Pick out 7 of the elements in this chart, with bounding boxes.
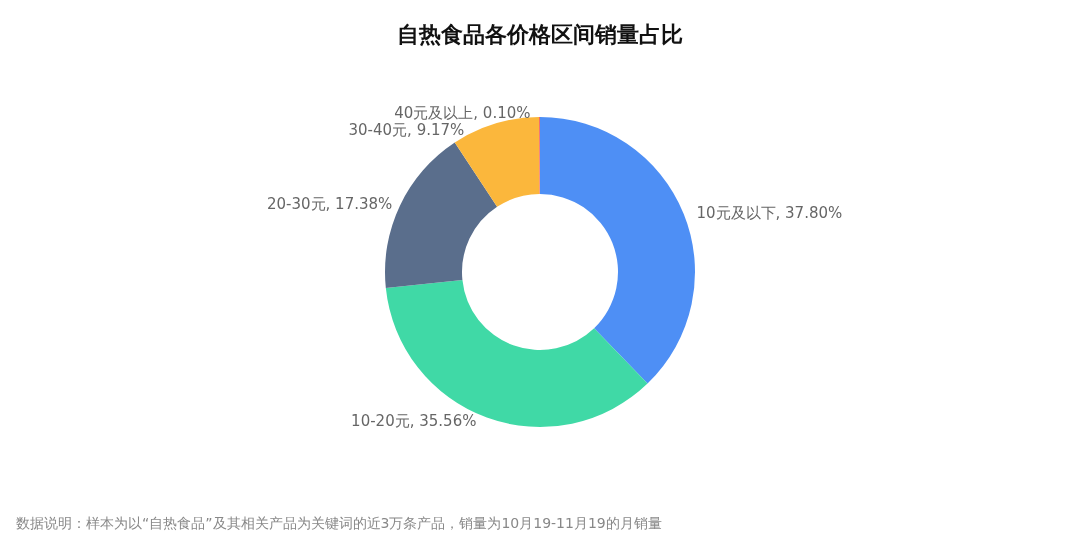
slice-label: 20-30元, 17.38%: [266, 194, 393, 213]
slice-label: 10元及以下, 37.80%: [696, 203, 843, 222]
chart-title: 自热食品各价格区间销量占比: [397, 21, 683, 47]
slice-label: 30-40元, 9.17%: [348, 121, 465, 139]
text: 数据说明：样本为以“自热食品”及其相关产品为关键词的近3万条产品，销量为10月19-11月19的月销量: [16, 515, 662, 531]
slice-label: 10-20元, 35.56%: [351, 412, 477, 431]
slice-label: 40元及以上, 0.10%: [394, 104, 531, 122]
